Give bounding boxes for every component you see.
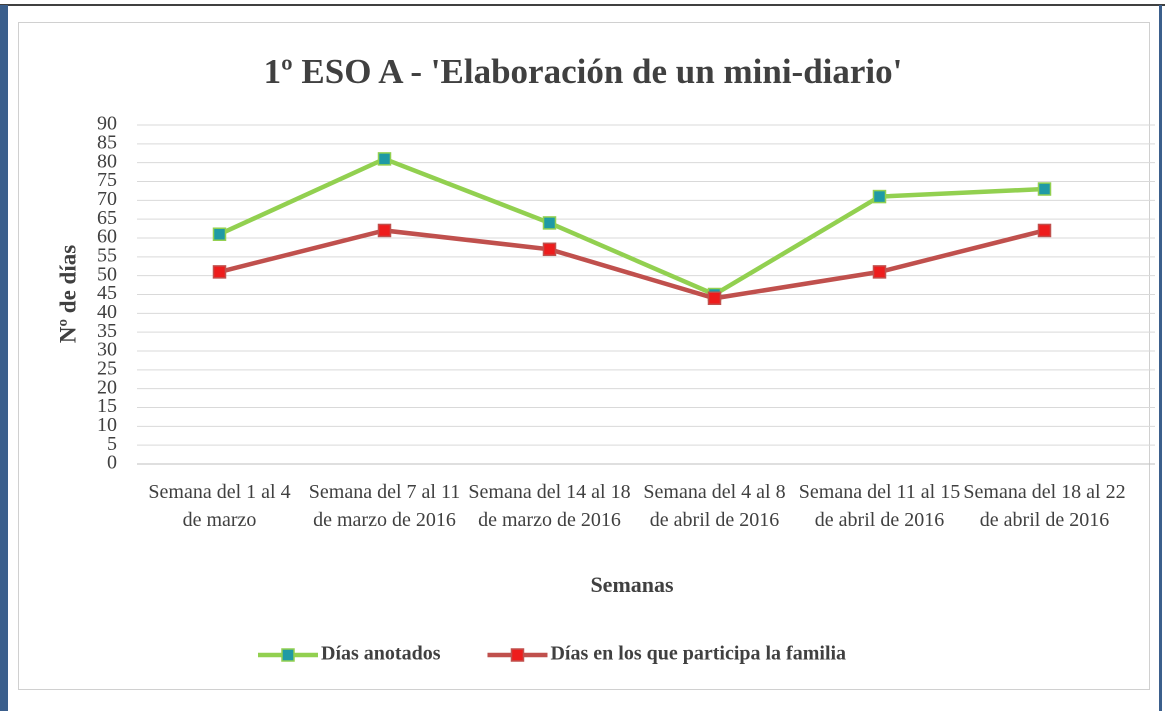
- series-line: [218, 156, 1045, 298]
- marker: [542, 216, 557, 230]
- y-tick-label: 90: [97, 113, 117, 135]
- y-tick-label: 65: [97, 207, 117, 229]
- y-tick-label: 45: [97, 282, 117, 304]
- x-tick-label: Semana del 1 al 4 de marzo: [148, 481, 291, 531]
- legend-label: Días anotados: [321, 643, 441, 665]
- x-tick-label: Semana del 11 al 15 de abril de 2016: [798, 481, 961, 531]
- y-tick-label: 75: [97, 169, 117, 191]
- y-tick-label: 10: [97, 414, 117, 436]
- y-tick-label: 85: [97, 131, 117, 153]
- marker: [1037, 223, 1052, 238]
- y-tick-label: 15: [97, 395, 117, 417]
- right-border: [1159, 5, 1162, 711]
- marker: [707, 291, 722, 306]
- y-tick-label: 25: [97, 357, 117, 379]
- legend-marker: [281, 648, 295, 662]
- marker: [1037, 182, 1052, 196]
- y-tick-label: 50: [97, 263, 117, 285]
- y-axis-title: Nº de días: [55, 245, 80, 343]
- y-tick-label: 55: [97, 244, 117, 266]
- marker: [377, 152, 392, 166]
- left-border: [0, 5, 8, 711]
- marker: [542, 242, 557, 257]
- chart-title: 1º ESO A - 'Elaboración de un mini-diari…: [264, 52, 903, 91]
- y-tick-label: 70: [97, 188, 117, 210]
- y-tick-label: 5: [107, 433, 117, 455]
- marker: [212, 227, 227, 241]
- marker: [377, 223, 392, 238]
- y-tick-label: 80: [97, 150, 117, 172]
- chart-frame: [18, 22, 1150, 690]
- series-line: [218, 228, 1046, 301]
- legend-label: Días en los que participa la familia: [550, 643, 846, 665]
- y-tick-label: 40: [97, 301, 117, 323]
- y-tick-label: 0: [107, 452, 117, 474]
- x-tick-label: Semana del 18 al 22 de abril de 2016: [963, 481, 1126, 531]
- x-tick-label: Semana del 7 al 11 de marzo de 2016: [308, 481, 461, 531]
- x-tick-label: Semana del 4 al 8 de abril de 2016: [643, 481, 786, 531]
- y-tick-label: 60: [97, 226, 117, 248]
- legend-marker: [510, 648, 525, 662]
- y-tick-label: 35: [97, 320, 117, 342]
- marker: [212, 265, 227, 279]
- marker: [872, 265, 887, 279]
- marker: [872, 189, 887, 204]
- y-tick-label: 20: [97, 376, 117, 398]
- x-tick-label: Semana del 14 al 18 de marzo de 2016: [468, 481, 631, 531]
- y-tick-label: 30: [97, 339, 117, 361]
- x-axis-title: Semanas: [590, 572, 674, 597]
